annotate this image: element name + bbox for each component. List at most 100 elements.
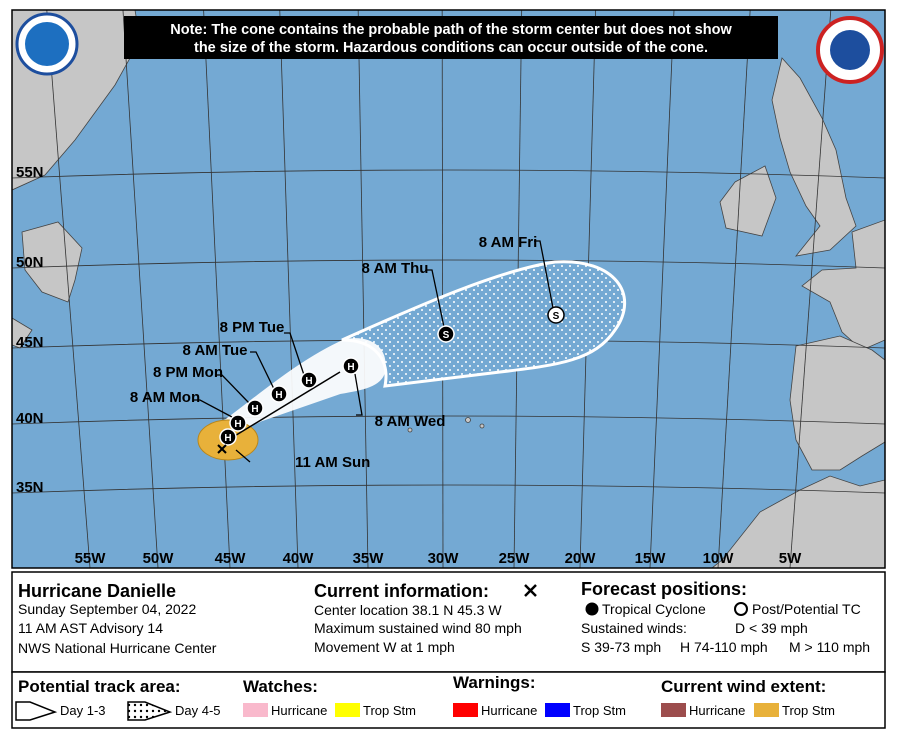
marker-symbol: H xyxy=(347,362,354,373)
marker-symbol: H xyxy=(224,433,231,444)
lon-line xyxy=(357,10,369,568)
marker-symbol: H xyxy=(275,390,282,401)
cone-day4-5 xyxy=(341,260,627,388)
forecast-points: H 11 AM Sun H 8 AM Mon H 8 PM Mon H 8 AM Tue H 8 … xyxy=(130,234,565,471)
land xyxy=(12,10,885,568)
current-symbol xyxy=(524,584,537,597)
forecast-marker xyxy=(547,306,565,324)
forecast-marker xyxy=(219,428,237,446)
point-label: 8 AM Tue xyxy=(182,342,247,359)
day13: Day 1-3 xyxy=(60,703,106,718)
forecast-post: Post/Potential TC xyxy=(752,601,861,617)
marker-symbol: H xyxy=(251,404,258,415)
lon-label: 25W xyxy=(499,550,531,567)
lon-label: 50W xyxy=(143,550,175,567)
lon-labels: 55W 50W 45W 40W 35W 30W 25W 20W 15W 10W 5W xyxy=(75,550,803,567)
leader-line xyxy=(284,332,305,376)
note-line: the size of the storm. Hazardous conditi… xyxy=(194,40,708,56)
point-label: 8 AM Thu xyxy=(362,260,429,277)
current-position-marker xyxy=(217,444,227,454)
wind-item: Hurricane xyxy=(689,703,745,718)
leader-line xyxy=(426,269,445,328)
lon-label: 40W xyxy=(283,550,315,567)
marker-symbol: H xyxy=(305,376,312,387)
leader-line xyxy=(250,351,275,390)
lon-label: 30W xyxy=(428,550,460,567)
point-label: 8 AM Wed xyxy=(375,413,446,430)
lon-line xyxy=(649,10,675,568)
lon-line xyxy=(279,10,299,568)
lat-label: 55N xyxy=(16,164,44,181)
point-label: 8 AM Mon xyxy=(130,389,200,406)
point-label: 8 AM Fri xyxy=(479,234,538,251)
forecast-tropical: Tropical Cyclone xyxy=(602,601,706,617)
leader-line xyxy=(534,240,554,309)
lon-label: 45W xyxy=(215,550,247,567)
point-label: 8 PM Tue xyxy=(220,319,285,336)
info-panel xyxy=(11,571,886,673)
marker-symbol: S xyxy=(443,330,450,341)
advisory: 11 AM AST Advisory 14 xyxy=(18,620,163,636)
forecast-marker xyxy=(246,399,264,417)
lat-line xyxy=(12,484,885,494)
current-line: Maximum sustained wind 80 mph xyxy=(314,620,522,636)
warnings-title: Warnings: xyxy=(453,673,535,692)
wind-title: Current wind extent: xyxy=(661,677,826,696)
wind-hurricane-swatch xyxy=(661,703,686,717)
center: NWS National Hurricane Center xyxy=(18,640,217,656)
lat-line xyxy=(12,415,885,425)
note-box xyxy=(124,16,778,59)
watch-hurricane-swatch xyxy=(243,703,268,717)
d-range: D < 39 mph xyxy=(735,620,808,636)
marker-symbol: H xyxy=(234,419,241,430)
lat-label: 50N xyxy=(16,254,44,271)
watch-ts-swatch xyxy=(335,703,360,717)
ptc-symbol xyxy=(734,602,748,616)
lat-label: 45N xyxy=(16,334,44,351)
sustained: Sustained winds: xyxy=(581,620,687,636)
leader-line xyxy=(354,373,363,416)
lon-line xyxy=(717,10,751,568)
lon-label: 15W xyxy=(635,550,667,567)
day45: Day 4-5 xyxy=(175,703,221,718)
point-label: 8 PM Mon xyxy=(153,364,223,381)
current-title: Current information: xyxy=(314,581,489,601)
lat-label: 35N xyxy=(16,479,44,496)
current-line: Center location 38.1 N 45.3 W xyxy=(314,602,502,618)
leader-line xyxy=(216,374,250,404)
warning-item: Trop Stm xyxy=(573,703,626,718)
note-line: Note: The cone contains the probable pat… xyxy=(170,22,732,38)
watch-item: Trop Stm xyxy=(363,703,416,718)
forecast-marker xyxy=(270,385,288,403)
lon-line xyxy=(46,10,91,568)
legend-panel xyxy=(11,671,886,729)
m-range: M > 110 mph xyxy=(789,639,870,655)
leader-line xyxy=(194,399,233,418)
wind-ts-swatch xyxy=(754,703,779,717)
lon-label: 20W xyxy=(565,550,597,567)
s-range: S 39-73 mph xyxy=(581,639,661,655)
date: Sunday September 04, 2022 xyxy=(18,601,196,617)
lat-label: 40N xyxy=(16,410,44,427)
lon-label: 35W xyxy=(353,550,385,567)
day45-swatch xyxy=(127,701,173,721)
ocean xyxy=(12,10,885,568)
map-frame xyxy=(11,9,886,569)
forecast-marker xyxy=(300,371,318,389)
forecast-marker xyxy=(437,325,455,343)
lon-line xyxy=(122,10,159,568)
watch-item: Hurricane xyxy=(271,703,327,718)
tc-symbol xyxy=(585,602,599,616)
warn-hurricane-swatch xyxy=(453,703,478,717)
warning-item: Hurricane xyxy=(481,703,537,718)
wind-item: Trop Stm xyxy=(782,703,835,718)
lon-label: 5W xyxy=(779,550,802,567)
lon-line xyxy=(203,10,231,568)
lat-labels: 55N 50N 45N 40N 35N xyxy=(16,164,44,496)
lat-line xyxy=(12,169,885,179)
current-line: Movement W at 1 mph xyxy=(314,639,455,655)
forecast-title: Forecast positions: xyxy=(581,579,747,599)
marker-symbol: S xyxy=(553,311,560,322)
map-area: H 11 AM Sun H 8 AM Mon H 8 PM Mon H 8 AM Tue H 8 … xyxy=(12,10,885,568)
